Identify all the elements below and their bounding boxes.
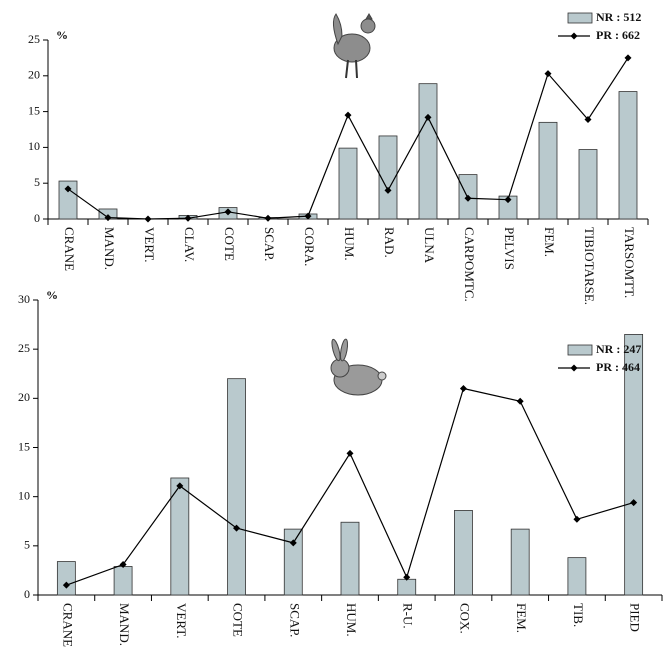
y-tick-label: 20 xyxy=(18,390,30,404)
marker xyxy=(184,214,192,222)
marker xyxy=(504,196,512,204)
x-tick-label: VERT. xyxy=(142,227,157,262)
bar xyxy=(418,83,438,220)
marker xyxy=(573,515,581,523)
y-tick-label: 0 xyxy=(24,587,30,601)
x-tick-label: SCAP. xyxy=(262,227,277,261)
marker xyxy=(64,185,72,193)
y-tick-label: 5 xyxy=(24,538,30,552)
x-tick-label: COTE xyxy=(222,227,237,261)
marker xyxy=(233,524,241,532)
y-tick-label: 20 xyxy=(28,68,40,82)
y-tick-label: 0 xyxy=(34,211,40,225)
marker xyxy=(224,208,232,216)
legend-label: NR : 247 xyxy=(596,342,641,356)
x-tick-label: PIED xyxy=(628,603,643,632)
x-tick-label: RAD. xyxy=(382,227,397,258)
x-tick-label: TIB. xyxy=(571,603,586,627)
bar xyxy=(624,334,644,596)
bar xyxy=(283,528,303,596)
x-tick-label: CLAV. xyxy=(182,227,197,262)
bar xyxy=(538,121,558,220)
marker xyxy=(516,397,524,405)
bar xyxy=(113,566,133,596)
x-tick-label: MAND. xyxy=(117,603,132,646)
legend-swatch xyxy=(567,12,593,24)
bar xyxy=(340,521,360,596)
x-tick-label: HUM. xyxy=(342,227,357,261)
bar xyxy=(397,578,417,596)
y-tick-label: 5 xyxy=(34,175,40,189)
bar xyxy=(567,557,587,596)
legend-marker xyxy=(570,32,578,40)
marker xyxy=(344,111,352,119)
marker xyxy=(119,561,127,569)
rabbit-icon xyxy=(330,338,387,396)
marker xyxy=(459,385,467,392)
x-tick-label: COTE xyxy=(231,603,246,637)
bar xyxy=(227,378,246,596)
x-tick-label: CORA. xyxy=(302,227,317,266)
y-tick-label: 30 xyxy=(18,292,30,306)
marker xyxy=(464,194,472,202)
x-tick-label: COX. xyxy=(457,603,472,634)
bar xyxy=(378,135,398,220)
y-axis-label: % xyxy=(46,288,58,302)
marker xyxy=(264,214,272,222)
bar xyxy=(58,180,78,220)
x-tick-label: CRANE xyxy=(60,603,75,647)
marker xyxy=(630,499,638,507)
x-tick-label: CARPOMTC. xyxy=(462,227,477,302)
bar xyxy=(618,91,638,220)
bar xyxy=(578,149,598,220)
marker xyxy=(104,214,112,222)
x-tick-label: VERT. xyxy=(174,603,189,638)
marker xyxy=(304,212,312,220)
x-tick-label: TARSOMTT. xyxy=(622,227,637,298)
y-axis-label: % xyxy=(56,28,68,42)
marker xyxy=(346,449,354,457)
x-tick-label: MAND. xyxy=(102,227,117,270)
legend-label: NR : 512 xyxy=(596,10,641,24)
legend-swatch xyxy=(567,344,593,356)
y-tick-label: 15 xyxy=(28,103,40,117)
marker xyxy=(62,581,70,589)
y-tick-label: 25 xyxy=(28,32,40,46)
y-tick-label: 10 xyxy=(18,488,30,502)
marker xyxy=(176,482,184,490)
x-tick-label: PELVIS xyxy=(502,227,517,270)
x-tick-label: TIBIOTARSE. xyxy=(582,227,597,305)
x-tick-label: SCAP. xyxy=(287,603,302,637)
bar xyxy=(510,528,530,596)
y-tick-label: 15 xyxy=(18,439,30,453)
x-tick-label: R-U. xyxy=(401,603,416,629)
x-tick-label: FEM. xyxy=(542,227,557,257)
marker xyxy=(144,215,152,223)
legend-label: PR : 662 xyxy=(596,28,640,42)
x-tick-label: CRANE xyxy=(62,227,77,271)
marker xyxy=(384,186,392,194)
rooster-icon xyxy=(332,13,376,79)
x-tick-label: ULNA xyxy=(422,227,437,264)
bar xyxy=(454,510,473,596)
legend-label: PR : 464 xyxy=(596,360,640,374)
bar xyxy=(170,477,190,596)
bar xyxy=(498,195,518,220)
marker xyxy=(624,54,632,62)
marker xyxy=(424,113,432,121)
x-tick-label: HUM. xyxy=(344,603,359,637)
marker xyxy=(584,115,592,123)
legend-marker xyxy=(570,364,578,372)
bar xyxy=(56,561,76,596)
marker xyxy=(289,539,297,547)
y-tick-label: 25 xyxy=(18,341,30,355)
y-tick-label: 10 xyxy=(28,139,40,153)
bar xyxy=(338,147,358,220)
marker xyxy=(403,573,411,581)
marker xyxy=(544,70,552,78)
x-tick-label: FEM. xyxy=(514,603,529,633)
